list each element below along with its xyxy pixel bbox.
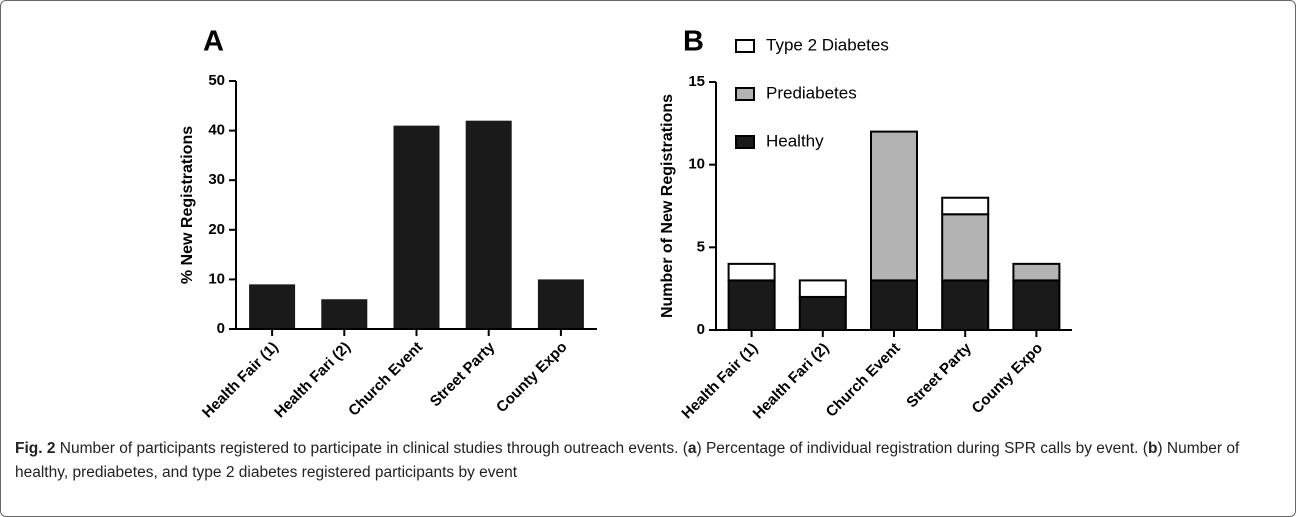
- y-tick-label: 15: [688, 73, 705, 90]
- x-tick-label: Health Fari (2): [750, 340, 833, 423]
- x-tick-label: County Expo: [969, 340, 1046, 417]
- bar-segment: [870, 279, 918, 331]
- x-tick-label: County Expo: [493, 339, 570, 416]
- panel-label: B: [683, 26, 704, 58]
- bar-segment: [798, 295, 847, 331]
- bar: [393, 125, 440, 329]
- legend-label: Prediabetes: [766, 83, 857, 102]
- y-tick-label: 10: [688, 156, 705, 173]
- caption-segment: Number of participants registered to par…: [55, 440, 688, 457]
- caption-segment: b: [1147, 440, 1158, 457]
- legend-label: Healthy: [766, 131, 824, 150]
- y-tick-label: 10: [208, 270, 225, 287]
- bar-segment: [941, 213, 990, 282]
- y-tick-label: 0: [697, 321, 705, 338]
- bar-segment: [941, 196, 990, 216]
- x-tick-label: Street Party: [427, 338, 499, 410]
- caption-segment: ) Number of healthy, prediabetes, and ty…: [15, 440, 1244, 481]
- bar-segment: [1012, 262, 1061, 282]
- x-tick-label: Church Event: [823, 340, 904, 421]
- bar: [465, 120, 512, 330]
- caption-segment: a: [687, 440, 697, 457]
- legend-swatch: [735, 135, 755, 149]
- x-tick-label: Church Event: [345, 339, 426, 420]
- x-tick-label: Health Fari (2): [271, 339, 354, 422]
- legend-label: Type 2 Diabetes: [766, 35, 889, 54]
- panel-label: A: [203, 26, 224, 58]
- x-tick-label: Street Party: [903, 339, 975, 411]
- caption: Fig. 2 Number of participants registered…: [15, 437, 1283, 485]
- caption-segment: ) Percentage of individual registration …: [696, 440, 1148, 457]
- bar-segment: [798, 279, 847, 298]
- bar-segment: [941, 279, 990, 331]
- legend-swatch: [735, 87, 755, 101]
- y-tick-label: 20: [208, 221, 225, 238]
- y-tick-label: 40: [208, 122, 225, 139]
- bar: [537, 279, 584, 329]
- bar-segment: [727, 262, 776, 282]
- caption-segment: Fig. 2: [15, 440, 56, 457]
- bar-segment: [1012, 279, 1061, 331]
- y-axis-label: Number of New Registrations: [659, 94, 676, 318]
- x-tick-label: Health Fair (1): [199, 339, 282, 422]
- legend-swatch: [735, 39, 755, 53]
- bar-segment: [870, 130, 918, 282]
- bar: [249, 284, 296, 329]
- y-tick-label: 5: [697, 238, 705, 255]
- y-tick-label: 50: [208, 72, 225, 89]
- bar-segment: [727, 279, 776, 331]
- y-tick-label: 0: [217, 320, 225, 337]
- y-axis-label: % New Registrations: [179, 126, 196, 284]
- y-tick-label: 30: [208, 171, 225, 188]
- bar: [321, 299, 368, 329]
